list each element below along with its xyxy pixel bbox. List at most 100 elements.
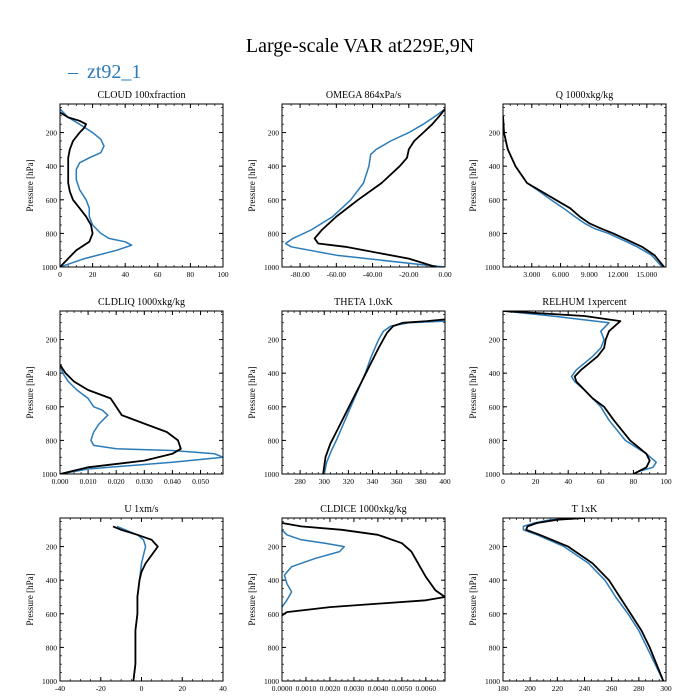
y-tick-label: 800 [46, 436, 58, 445]
y-tick-label: 400 [489, 576, 501, 585]
y-axis-label: Pressure [hPa] [468, 159, 478, 211]
x-tick-label: 15.000 [637, 270, 658, 279]
plot-frame [59, 310, 224, 475]
x-tick-label: 240 [579, 684, 591, 693]
x-tick-label: -20.00 [399, 270, 419, 279]
x-tick-label: 20 [89, 270, 97, 279]
x-tick-label: 0.0010 [296, 684, 317, 693]
model-line [60, 364, 223, 474]
x-tick-label: 40 [219, 684, 227, 693]
plot-frame [502, 103, 667, 268]
reference-line [60, 111, 94, 267]
reference-line [313, 108, 445, 267]
x-tick-label: 12.000 [608, 270, 629, 279]
y-tick-label: 800 [268, 643, 280, 652]
x-tick-label: 0.000 [52, 477, 69, 486]
y-tick-label: 600 [489, 610, 501, 619]
panel-title: T 1xK [572, 504, 598, 515]
reference-line [503, 311, 651, 474]
x-tick-label: 280 [294, 477, 306, 486]
plot-frame [281, 310, 446, 475]
panel-1: CLOUD 100xfraction Pressure [hPa] 0 20 40 60 8… [25, 90, 229, 279]
x-tick-label: 6.000 [552, 270, 569, 279]
y-tick-label: 200 [46, 336, 58, 345]
x-tick-label: 100 [217, 270, 229, 279]
model-line [282, 529, 346, 608]
y-tick-label: 200 [46, 543, 58, 552]
x-tick-label: 180 [497, 684, 509, 693]
y-tick-label: 400 [46, 162, 58, 171]
x-tick-label: 0.00 [438, 270, 451, 279]
panel-5: THETA 1.0xK Pressure [hPa] 280 300 320 340 360… [247, 297, 451, 486]
legend-label: zt92_1 [87, 61, 141, 83]
figure-title: Large-scale VAR at229E,9N [246, 35, 474, 57]
x-tick-label: 40 [564, 477, 572, 486]
y-tick-label: 800 [489, 436, 501, 445]
y-axis-label: Pressure [hPa] [468, 366, 478, 418]
x-tick-label: 300 [660, 684, 672, 693]
x-tick-label: 0.020 [108, 477, 125, 486]
x-tick-label: 340 [367, 477, 379, 486]
y-axis-label: Pressure [hPa] [25, 573, 35, 625]
y-tick-label: 200 [489, 129, 501, 138]
y-tick-label: 400 [268, 162, 280, 171]
x-tick-label: 40 [121, 270, 129, 279]
model-line [503, 311, 657, 474]
x-tick-label: 0.050 [192, 477, 209, 486]
x-tick-label: 80 [187, 270, 195, 279]
y-tick-label: 600 [268, 196, 280, 205]
x-tick-label: 3.000 [523, 270, 540, 279]
x-tick-label: 0.0000 [272, 684, 293, 693]
y-tick-label: 800 [46, 643, 58, 652]
y-tick-label: 200 [268, 543, 280, 552]
model-line [116, 525, 147, 681]
panel-4: CLDLIQ 1000xkg/kg Pressure [hPa] 0.000 0.01… [25, 297, 224, 486]
x-tick-label: 9.000 [581, 270, 598, 279]
x-tick-label: -20 [96, 684, 106, 693]
reference-line [112, 525, 159, 681]
x-tick-label: 0.0030 [344, 684, 365, 693]
y-tick-label: 800 [268, 229, 280, 238]
y-tick-label: 200 [489, 543, 501, 552]
y-tick-label: 1000 [42, 677, 57, 686]
y-tick-label: 1000 [264, 263, 279, 272]
x-tick-label: 100 [660, 477, 672, 486]
y-tick-label: 200 [268, 129, 280, 138]
y-tick-label: 400 [489, 162, 501, 171]
y-tick-label: 600 [489, 403, 501, 412]
legend-line-icon: – [67, 61, 79, 83]
plot-frame [59, 103, 224, 268]
plot-frame [281, 103, 446, 268]
panel-title: OMEGA 864xPa/s [326, 90, 401, 101]
y-tick-label: 800 [489, 643, 501, 652]
y-tick-label: 1000 [42, 263, 57, 272]
x-tick-label: 0.0060 [416, 684, 437, 693]
y-tick-label: 1000 [264, 470, 279, 479]
reference-line [322, 318, 445, 474]
y-axis-label: Pressure [hPa] [247, 573, 257, 625]
model-line [60, 108, 133, 267]
panel-title: U 1xm/s [124, 504, 158, 515]
x-tick-label: 320 [343, 477, 355, 486]
x-tick-label: 280 [633, 684, 645, 693]
panels: CLOUD 100xfraction Pressure [hPa] 0 20 40 60 8… [25, 90, 672, 693]
y-tick-label: 1000 [485, 677, 500, 686]
x-tick-label: 0 [58, 270, 62, 279]
y-tick-label: 400 [268, 576, 280, 585]
x-tick-label: -80.00 [290, 270, 310, 279]
x-tick-label: -60.00 [327, 270, 347, 279]
y-tick-label: 400 [268, 369, 280, 378]
y-axis-label: Pressure [hPa] [247, 366, 257, 418]
y-tick-label: 200 [46, 129, 58, 138]
x-tick-label: 60 [154, 270, 162, 279]
panel-title: CLDLIQ 1000xkg/kg [98, 297, 185, 308]
model-line [284, 108, 445, 267]
y-tick-label: 600 [489, 196, 501, 205]
x-tick-label: 60 [597, 477, 605, 486]
y-axis-label: Pressure [hPa] [247, 159, 257, 211]
x-tick-label: 0.010 [80, 477, 97, 486]
x-tick-label: 0 [140, 684, 144, 693]
plot-frame [502, 517, 667, 682]
